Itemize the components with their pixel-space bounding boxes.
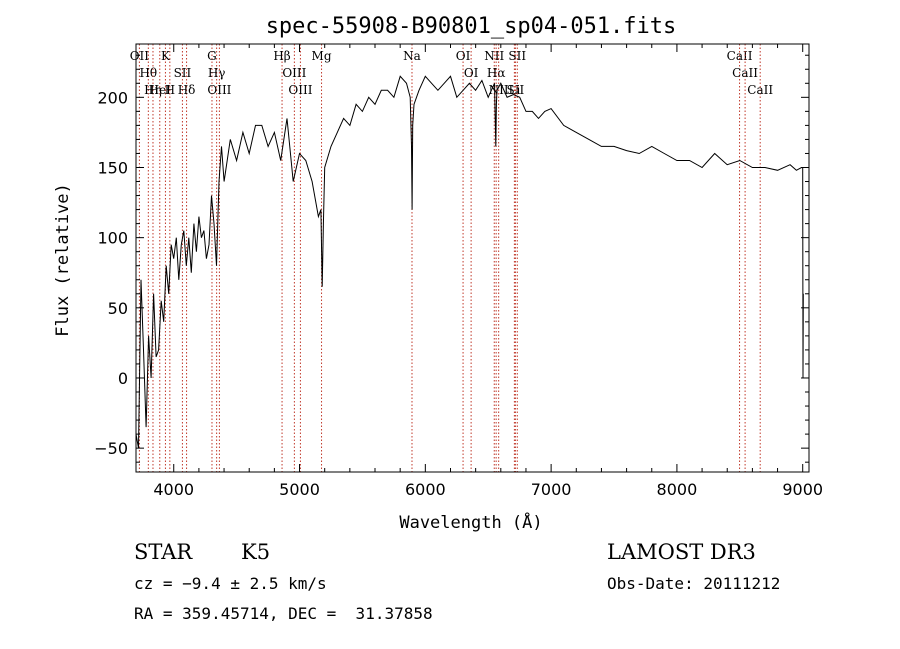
- line-label-8: G: [207, 49, 217, 63]
- line-label-24: CaII: [727, 49, 753, 63]
- x-tick-label: 9000: [782, 480, 823, 499]
- x-tick-label: 4000: [153, 480, 194, 499]
- x-tick-label: 8000: [657, 480, 698, 499]
- line-label-21: Li: [508, 83, 520, 97]
- line-label-7: Hδ: [178, 83, 196, 97]
- y-tick-label: 100: [97, 229, 128, 248]
- redshift-cz: cz = −9.4 ± 2.5 km/s: [134, 574, 327, 593]
- spectrum-line: [135, 75, 804, 449]
- spectrum-series: [135, 75, 804, 449]
- x-axis-label: Wavelength (Å): [399, 511, 542, 533]
- line-label-4: K: [161, 49, 171, 63]
- line-label-0: OII: [130, 49, 150, 63]
- y-tick-label: 200: [97, 88, 128, 107]
- object-subclass: K5: [241, 540, 271, 564]
- y-axis-label: Flux (relative): [53, 183, 73, 337]
- line-label-13: OIII: [288, 83, 312, 97]
- line-label-10: OIII: [207, 83, 231, 97]
- line-label-5: H: [165, 83, 175, 97]
- line-label-12: OIII: [282, 66, 306, 80]
- chart-title: spec-55908-B90801_sp04-051.fits: [266, 14, 677, 39]
- line-label-14: Mg: [312, 49, 332, 63]
- y-tick-label: 150: [97, 158, 128, 177]
- line-label-1: Hθ: [139, 66, 157, 80]
- x-tick-label: 6000: [405, 480, 446, 499]
- line-label-6: SII: [174, 66, 192, 80]
- line-label-18: NII: [484, 49, 504, 63]
- object-class: STAR: [134, 540, 193, 564]
- survey-name: LAMOST DR3: [607, 540, 756, 564]
- line-label-17: OI: [464, 66, 479, 80]
- x-tick-label: 7000: [531, 480, 572, 499]
- line-label-23: SII: [508, 49, 526, 63]
- observation-date: Obs-Date: 20111212: [607, 574, 781, 593]
- line-label-15: Na: [403, 49, 421, 63]
- line-label-16: OI: [456, 49, 471, 63]
- y-tick-label: 50: [108, 299, 128, 318]
- line-label-25: CaII: [732, 66, 758, 80]
- line-label-26: CaII: [747, 83, 773, 97]
- y-tick-label: 0: [118, 369, 128, 388]
- line-label-20: NII: [489, 83, 509, 97]
- line-label-2: Hη: [144, 83, 162, 97]
- x-tick-label: 5000: [279, 480, 320, 499]
- line-label-22: SII: [507, 83, 525, 97]
- line-label-9: Hγ: [208, 66, 226, 80]
- line-label-11: Hβ: [273, 49, 290, 63]
- coordinates: RA = 359.45714, DEC = 31.37858: [134, 604, 433, 623]
- plot-frame: [135, 43, 810, 473]
- line-label-19: Hα: [487, 66, 506, 80]
- axes: 4000 5000 6000 7000 8000 9000 −50 0 50 100 150 200: [94, 44, 823, 499]
- y-tick-label: −50: [94, 439, 128, 458]
